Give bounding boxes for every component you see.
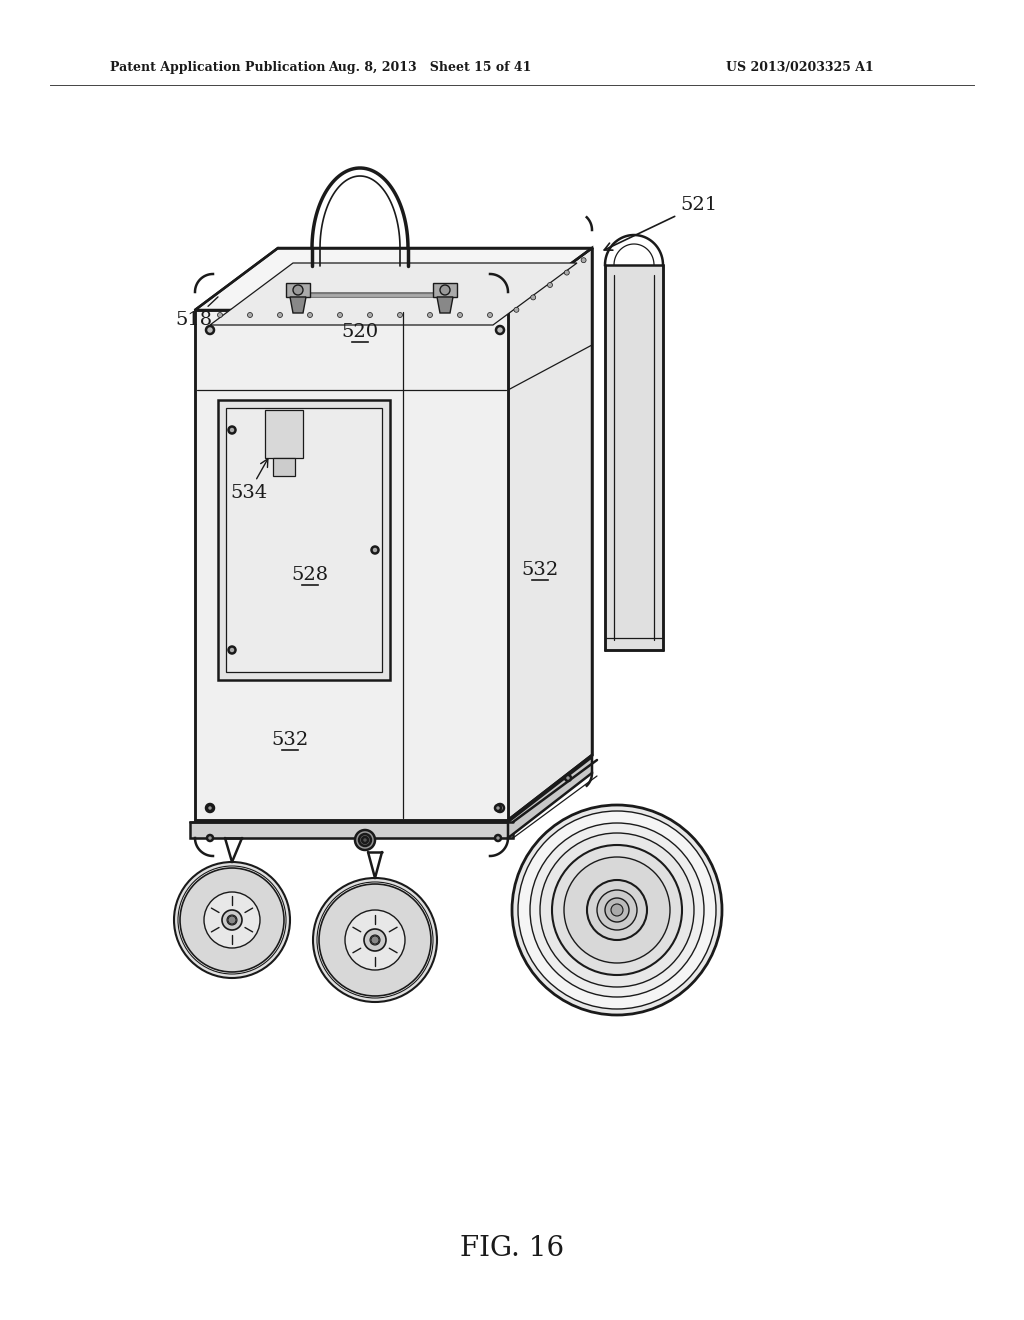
Polygon shape xyxy=(265,411,303,458)
Circle shape xyxy=(206,804,214,812)
Polygon shape xyxy=(286,282,310,297)
Circle shape xyxy=(371,936,379,944)
Circle shape xyxy=(313,878,437,1002)
Circle shape xyxy=(278,313,283,318)
Circle shape xyxy=(597,890,637,931)
Circle shape xyxy=(178,866,286,974)
Circle shape xyxy=(540,833,694,987)
Circle shape xyxy=(364,929,386,950)
Circle shape xyxy=(370,935,380,945)
Circle shape xyxy=(228,916,236,924)
Text: 520: 520 xyxy=(341,323,379,341)
Circle shape xyxy=(581,257,586,263)
Circle shape xyxy=(369,935,381,946)
Polygon shape xyxy=(190,822,513,838)
Polygon shape xyxy=(218,400,390,680)
Circle shape xyxy=(552,845,682,975)
Text: 532: 532 xyxy=(521,561,559,579)
Circle shape xyxy=(317,882,433,998)
Circle shape xyxy=(355,830,375,850)
Text: FIG. 16: FIG. 16 xyxy=(460,1234,564,1262)
Circle shape xyxy=(397,313,402,318)
Circle shape xyxy=(359,834,371,846)
Circle shape xyxy=(307,313,312,318)
Circle shape xyxy=(372,546,379,553)
Text: 532: 532 xyxy=(271,731,308,748)
Polygon shape xyxy=(290,297,306,313)
Circle shape xyxy=(204,892,260,948)
Polygon shape xyxy=(605,265,663,649)
Circle shape xyxy=(565,775,571,781)
Text: Aug. 8, 2013   Sheet 15 of 41: Aug. 8, 2013 Sheet 15 of 41 xyxy=(329,62,531,74)
Circle shape xyxy=(495,836,501,841)
Circle shape xyxy=(530,294,536,300)
Circle shape xyxy=(228,426,236,433)
Text: 521: 521 xyxy=(604,195,717,251)
Circle shape xyxy=(207,805,213,810)
Circle shape xyxy=(496,804,504,812)
Polygon shape xyxy=(508,248,592,820)
Polygon shape xyxy=(433,282,457,297)
Polygon shape xyxy=(508,756,592,838)
Circle shape xyxy=(248,313,253,318)
Circle shape xyxy=(222,909,242,931)
Circle shape xyxy=(293,285,303,294)
Polygon shape xyxy=(226,408,382,672)
Circle shape xyxy=(458,313,463,318)
Circle shape xyxy=(338,313,342,318)
Circle shape xyxy=(207,836,213,841)
Polygon shape xyxy=(195,310,508,820)
Circle shape xyxy=(496,326,504,334)
Text: Patent Application Publication: Patent Application Publication xyxy=(110,62,326,74)
Circle shape xyxy=(217,313,222,318)
Circle shape xyxy=(227,915,237,925)
Circle shape xyxy=(226,913,238,927)
Circle shape xyxy=(180,869,284,972)
Circle shape xyxy=(518,810,716,1008)
Circle shape xyxy=(611,904,623,916)
Circle shape xyxy=(548,282,553,288)
Circle shape xyxy=(530,822,705,997)
Circle shape xyxy=(427,313,432,318)
Circle shape xyxy=(319,884,431,997)
Text: 528: 528 xyxy=(292,566,329,583)
Circle shape xyxy=(564,271,569,275)
Circle shape xyxy=(605,898,629,921)
Polygon shape xyxy=(195,248,592,310)
Circle shape xyxy=(362,837,368,843)
Circle shape xyxy=(512,805,722,1015)
Circle shape xyxy=(587,880,647,940)
Circle shape xyxy=(495,805,501,810)
Polygon shape xyxy=(210,263,577,325)
Text: 518: 518 xyxy=(175,297,218,329)
Circle shape xyxy=(440,285,450,294)
Circle shape xyxy=(345,909,406,970)
Circle shape xyxy=(487,313,493,318)
Text: US 2013/0203325 A1: US 2013/0203325 A1 xyxy=(726,62,873,74)
Text: 534: 534 xyxy=(230,459,268,502)
Circle shape xyxy=(206,326,214,334)
Polygon shape xyxy=(437,297,453,313)
Circle shape xyxy=(564,857,670,964)
Circle shape xyxy=(228,647,236,653)
Circle shape xyxy=(514,308,519,313)
Circle shape xyxy=(174,862,290,978)
Polygon shape xyxy=(273,458,295,477)
Circle shape xyxy=(368,313,373,318)
